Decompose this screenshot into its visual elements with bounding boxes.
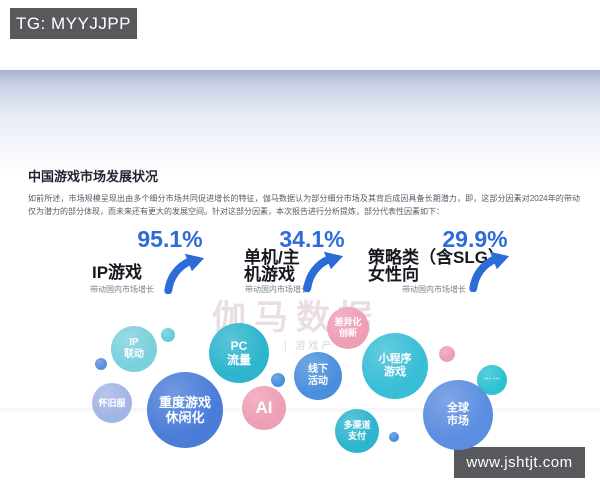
bubble-differentiated-innovation: 差异化 创新 bbox=[327, 307, 369, 349]
bubble-pc-traffic: PC 流量 bbox=[209, 323, 269, 383]
bubble-ai: AI bbox=[242, 386, 286, 430]
page-title: 中国游戏市场发展状况 bbox=[28, 169, 159, 184]
growth-arrow-icon bbox=[164, 253, 205, 294]
bubble-layer: IP 联动怀旧服 重度游戏 休闲化 PC 流量 AI 线下 活动 差异化 创新多渠道 支付… bbox=[0, 70, 600, 453]
stat-ip-games-caption: 带动国内市场增长 bbox=[90, 285, 154, 294]
bubble-dot-pink-1 bbox=[439, 346, 455, 362]
growth-arrow-icon bbox=[469, 251, 510, 292]
intro-paragraph: 如前所述，市场规模呈现出由多个细分市场共同促进增长的特征，伽马数据认为部分细分市… bbox=[28, 194, 580, 216]
infographic-card: 中国游戏市场发展状况 如前所述，市场规模呈现出由多个细分市场共同促进增长的特征，… bbox=[0, 70, 600, 453]
stat-ip-games-label: IP游戏 bbox=[92, 263, 143, 282]
bubble-global-market: 全球 市场 bbox=[423, 380, 493, 450]
telegram-badge: TG: MYYJJPP bbox=[10, 8, 137, 39]
bubble-dot-blue-2 bbox=[271, 373, 285, 387]
bubble-dot-blue-3 bbox=[389, 432, 399, 442]
website-badge: www.jshtjt.com bbox=[454, 447, 585, 478]
stat-strategy-female-label: 策略类（含SLG） 女性向 bbox=[368, 248, 505, 284]
growth-arrow-icon bbox=[303, 251, 344, 292]
stat-ip-games-value: 95.1% bbox=[137, 226, 203, 252]
bubble-offline-events: 线下 活动 bbox=[294, 352, 342, 400]
stat-strategy-female-value: 29.9% bbox=[442, 226, 508, 252]
bubble-minigame: 小程序 游戏 bbox=[362, 333, 428, 399]
bubble-nostalgia-server: 怀旧服 bbox=[92, 383, 132, 423]
stat-console-games-value: 34.1% bbox=[279, 226, 345, 252]
stat-strategy-female-caption: 带动国内市场增长 bbox=[402, 285, 466, 294]
bubble-ip-linkage: IP 联动 bbox=[111, 326, 157, 372]
bubble-ellipsis: ··· ··· bbox=[477, 365, 507, 395]
bubble-dot-teal-1 bbox=[161, 328, 175, 342]
stat-console-games-caption: 带动国内市场增长 bbox=[245, 285, 309, 294]
bubble-dot-blue-1 bbox=[95, 358, 107, 370]
stat-console-games-label: 单机/主 机游戏 bbox=[244, 248, 300, 284]
bubble-hardcore-casualization: 重度游戏 休闲化 bbox=[147, 372, 223, 448]
bubble-multichannel-payment: 多渠道 支付 bbox=[335, 409, 379, 453]
